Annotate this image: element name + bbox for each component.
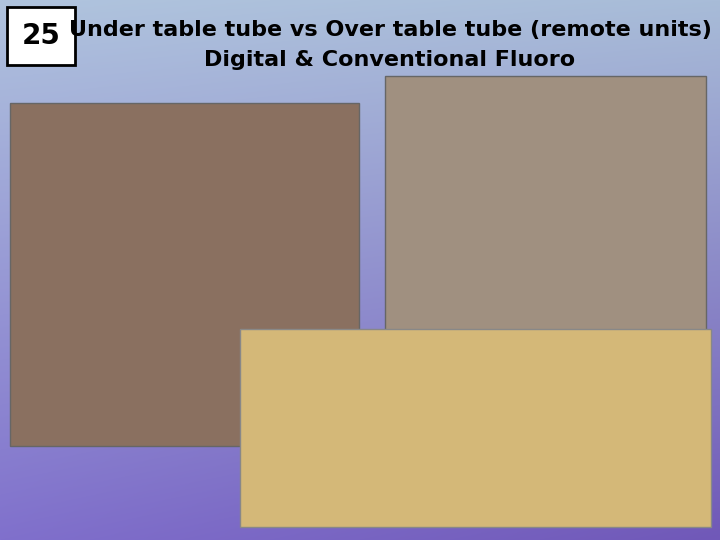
Text: 25: 25 <box>22 22 60 50</box>
Bar <box>10 103 359 446</box>
Bar <box>385 76 706 343</box>
Bar <box>240 329 711 526</box>
Bar <box>7 7 75 65</box>
Text: Under table tube vs Over table tube (remote units): Under table tube vs Over table tube (rem… <box>68 20 711 40</box>
Text: Digital & Conventional Fluoro: Digital & Conventional Fluoro <box>204 50 575 70</box>
